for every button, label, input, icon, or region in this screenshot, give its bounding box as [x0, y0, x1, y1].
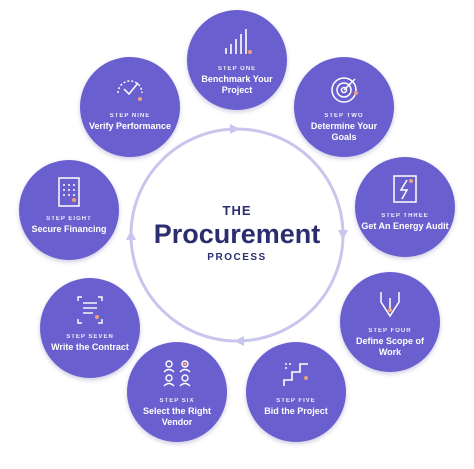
target-icon: [331, 77, 358, 103]
center-title-process: PROCESS: [207, 252, 267, 263]
step-one-number: STEP ONE: [217, 66, 257, 72]
step-two-title: Determine Your Goals: [310, 121, 378, 142]
step-eight-title: Secure Financing: [31, 224, 107, 234]
step-seven-title: Write the Contract: [51, 342, 129, 352]
ring-arrow-left: [126, 230, 136, 240]
step-five-circle: STEP FIVE Bid the Project: [246, 342, 346, 442]
step-five-number: STEP FIVE: [276, 398, 316, 404]
step-three-number: STEP THREE: [381, 213, 429, 219]
step-two-circle: STEP TWO Determine Your Goals: [294, 57, 394, 157]
center-title-the: THE: [222, 203, 252, 218]
step-four-circle: STEP FOUR Define Scope of Work: [340, 272, 440, 372]
step-two-number: STEP TWO: [324, 113, 364, 119]
step-five-title: Bid the Project: [264, 406, 328, 416]
calculator-icon: [58, 177, 80, 207]
check-gauge-icon: [117, 80, 143, 101]
document-icon: [77, 296, 103, 324]
step-nine-number: STEP NINE: [109, 113, 151, 119]
center-title: THE Procurement PROCESS: [137, 195, 337, 275]
stairs-icon: [283, 363, 308, 386]
step-three-circle: STEP THREE Get An Energy Audit: [355, 157, 455, 257]
ring-arrow-top: [230, 124, 240, 134]
step-eight-number: STEP EIGHT: [46, 216, 92, 222]
energy-audit-icon: [393, 175, 417, 203]
step-six-number: STEP SIX: [159, 398, 195, 404]
step-three-title: Get An Energy Audit: [361, 221, 449, 231]
step-seven-circle: STEP SEVEN Write the Contract: [40, 278, 140, 378]
center-title-main: Procurement: [153, 219, 321, 249]
step-one-circle: STEP ONE Benchmark Your Project: [187, 10, 287, 110]
step-six-title: Select the Right Vendor: [142, 406, 211, 427]
people-icon: [163, 360, 191, 387]
ring-arrow-bottom: [234, 336, 244, 346]
pen-nib-icon: [380, 292, 400, 318]
step-four-title: Define Scope of Work: [355, 336, 424, 357]
step-one-title: Benchmark Your Project: [201, 74, 273, 95]
step-six-circle: STEP SIX Select the Right Vendor: [127, 342, 227, 442]
step-eight-circle: STEP EIGHT Secure Financing: [19, 160, 119, 260]
step-four-number: STEP FOUR: [368, 328, 412, 334]
step-nine-circle: STEP NINE Verify Performance: [80, 57, 180, 157]
step-seven-number: STEP SEVEN: [66, 334, 114, 340]
step-nine-title: Verify Performance: [88, 121, 172, 131]
bar-chart-icon: [225, 29, 252, 54]
ring-arrow-right: [338, 230, 348, 240]
